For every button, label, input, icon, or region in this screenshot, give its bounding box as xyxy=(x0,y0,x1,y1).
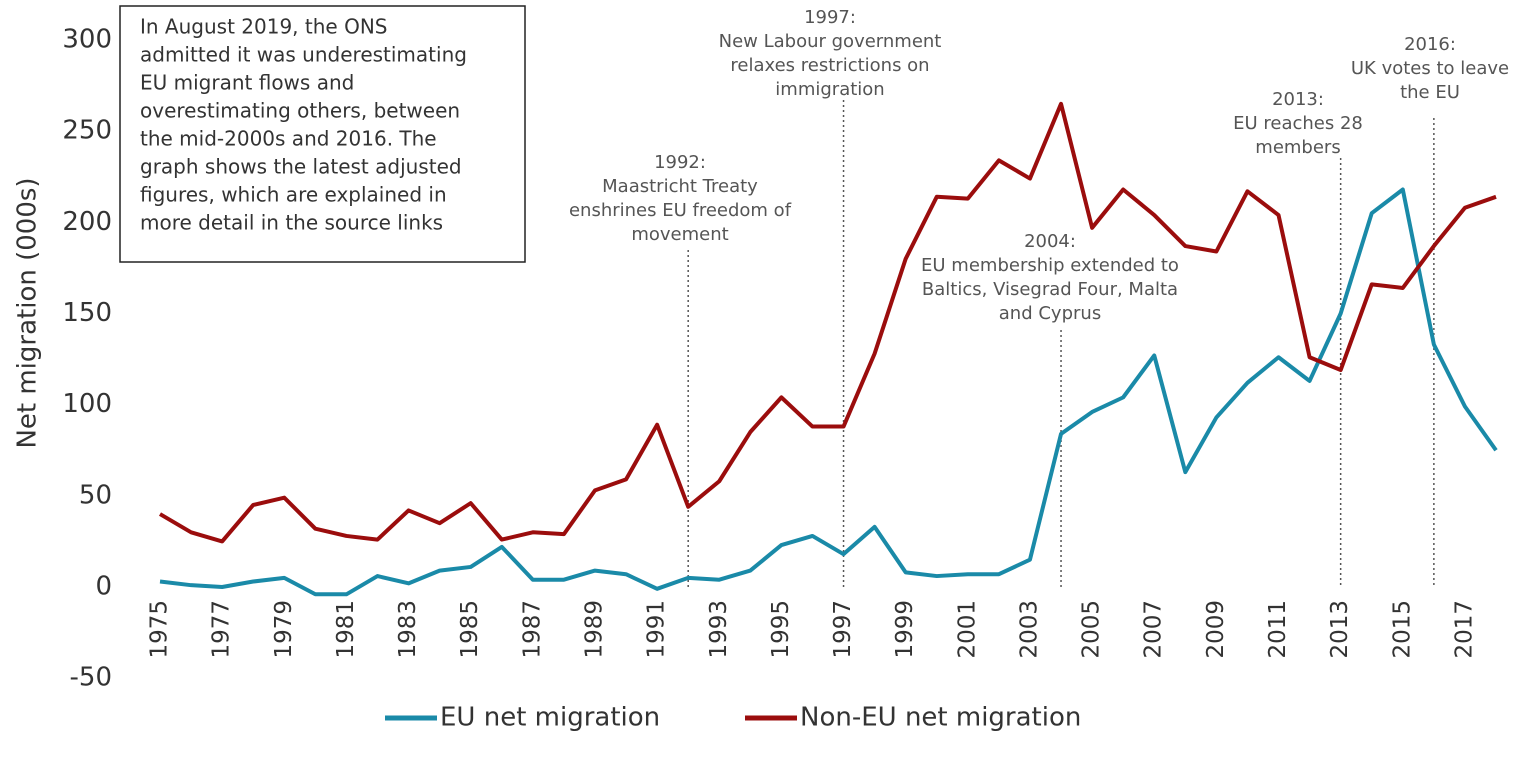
data-line xyxy=(158,101,1497,544)
annotation-text: Maastricht Treaty xyxy=(602,176,758,197)
annotation-text: New Labour government xyxy=(719,31,942,52)
y-tick-label: 50 xyxy=(79,480,112,510)
annotation-text: EU membership extended to xyxy=(921,255,1179,276)
y-tick-label: 250 xyxy=(62,116,112,146)
x-tick-label: 1983 xyxy=(395,600,421,659)
annotation-text: 2016: xyxy=(1404,34,1456,55)
x-tick-label: 1995 xyxy=(768,600,794,659)
annotation-text: immigration xyxy=(775,79,884,100)
x-tick-label: 2009 xyxy=(1203,600,1229,659)
legend-label: Non-EU net migration xyxy=(800,703,1081,733)
x-tick-label: 1991 xyxy=(644,600,670,659)
note-text: admitted it was underestimating xyxy=(140,43,467,67)
legend-label: EU net migration xyxy=(440,703,660,733)
y-tick-label: 0 xyxy=(95,572,112,602)
note-text: EU migrant flows and xyxy=(140,71,354,95)
note-text: the mid-2000s and 2016. The xyxy=(140,127,437,151)
annotation-text: 2004: xyxy=(1024,231,1076,252)
note-text: more detail in the source links xyxy=(140,211,443,235)
x-tick-label: 1985 xyxy=(457,600,483,659)
x-tick-label: 2011 xyxy=(1265,600,1291,659)
y-tick-label: 100 xyxy=(62,389,112,419)
x-tick-label: 1993 xyxy=(706,600,732,659)
annotation-text: enshrines EU freedom of xyxy=(569,200,792,221)
note-text: In August 2019, the ONS xyxy=(140,15,387,39)
annotation-text: relaxes restrictions on xyxy=(730,55,929,76)
data-line xyxy=(159,187,1498,597)
note-text: overestimating others, between xyxy=(140,99,460,123)
x-tick-label: 2007 xyxy=(1141,600,1167,659)
x-tick-label: 1989 xyxy=(581,600,607,659)
x-tick-label: 1997 xyxy=(830,600,856,659)
note-box xyxy=(119,5,526,263)
annotation-text: members xyxy=(1255,137,1340,158)
annotation-text: and Cyprus xyxy=(999,303,1101,324)
annotation-text: Baltics, Visegrad Four, Malta xyxy=(922,279,1178,300)
x-tick-label: 1999 xyxy=(892,600,918,659)
x-tick-label: 2005 xyxy=(1079,600,1105,659)
y-tick-label: 300 xyxy=(62,25,112,55)
y-tick-label: 200 xyxy=(62,207,112,237)
x-tick-label: 2013 xyxy=(1327,600,1353,659)
x-tick-label: 1987 xyxy=(519,600,545,659)
note-text: figures, which are explained in xyxy=(140,183,447,207)
x-tick-label: 1975 xyxy=(147,600,173,659)
x-tick-label: 2001 xyxy=(954,600,980,659)
x-tick-label: 2017 xyxy=(1451,600,1477,659)
y-tick-label: -50 xyxy=(70,663,112,693)
x-tick-label: 1981 xyxy=(333,600,359,659)
x-tick-label: 2015 xyxy=(1389,600,1415,659)
x-tick-label: 2003 xyxy=(1016,600,1042,659)
y-axis-label: Net migration (000s) xyxy=(13,177,43,448)
annotation-text: 1992: xyxy=(654,152,706,173)
annotation-text: the EU xyxy=(1400,82,1460,103)
note-text: graph shows the latest adjusted xyxy=(140,155,462,179)
annotation-text: 2013: xyxy=(1272,89,1324,110)
annotation-text: EU reaches 28 xyxy=(1233,113,1363,134)
x-tick-label: 1979 xyxy=(271,600,297,659)
x-tick-label: 1977 xyxy=(209,600,235,659)
annotation-text: UK votes to leave xyxy=(1351,58,1509,79)
annotation-text: 1997: xyxy=(804,7,856,28)
y-tick-label: 150 xyxy=(62,298,112,328)
annotation-text: movement xyxy=(631,224,728,245)
